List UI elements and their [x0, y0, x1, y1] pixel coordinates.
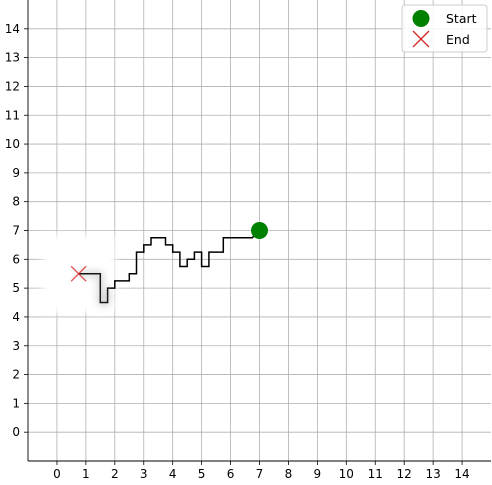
- y-tick-label: 2: [12, 368, 20, 382]
- y-tick-label: 8: [12, 195, 20, 209]
- x-tick-label: 10: [339, 467, 354, 481]
- legend: Start End: [401, 4, 488, 53]
- path-line: [78, 229, 261, 304]
- y-tick-label: 6: [12, 252, 20, 266]
- y-tick-label: 7: [12, 224, 20, 238]
- x-tick-label: 12: [397, 467, 412, 481]
- legend-end-label: End: [446, 32, 470, 47]
- x-tick-label: 13: [425, 467, 440, 481]
- x-tick-label: 3: [140, 467, 148, 481]
- path-line-blurred: [78, 272, 110, 304]
- start-marker: [251, 222, 268, 239]
- y-tick-label: 3: [12, 339, 20, 353]
- legend-end-marker: [412, 30, 430, 48]
- grid-lines: [28, 0, 491, 461]
- x-tick-label: 4: [169, 467, 177, 481]
- x-tick-label: 1: [82, 467, 90, 481]
- y-tick-label: 5: [12, 281, 20, 295]
- y-tick-label: 4: [12, 310, 20, 324]
- x-tick-label: 5: [198, 467, 206, 481]
- y-tick-label: 1: [12, 396, 20, 410]
- y-tick-label: 11: [5, 108, 20, 122]
- x-tick-label: 9: [314, 467, 322, 481]
- markers: [70, 222, 268, 282]
- y-tick-label: 9: [12, 166, 20, 180]
- x-tick-label: 14: [454, 467, 469, 481]
- y-tick-label: 10: [5, 137, 20, 151]
- x-tick-label: 2: [111, 467, 119, 481]
- y-tick-label: 12: [5, 79, 20, 93]
- x-tick-label: 7: [256, 467, 264, 481]
- end-marker: [70, 265, 87, 282]
- axes: [24, 0, 491, 465]
- y-tick-label: 0: [12, 425, 20, 439]
- x-tick-label: 0: [53, 467, 61, 481]
- path-series: [78, 229, 261, 304]
- legend-start-marker: [412, 10, 430, 27]
- x-tick-label: 8: [285, 467, 293, 481]
- y-tick-label: 14: [5, 22, 20, 36]
- x-tick-label: 11: [368, 467, 383, 481]
- x-tick-label: 6: [227, 467, 235, 481]
- legend-start-label: Start: [446, 11, 477, 26]
- y-tick-label: 13: [5, 51, 20, 65]
